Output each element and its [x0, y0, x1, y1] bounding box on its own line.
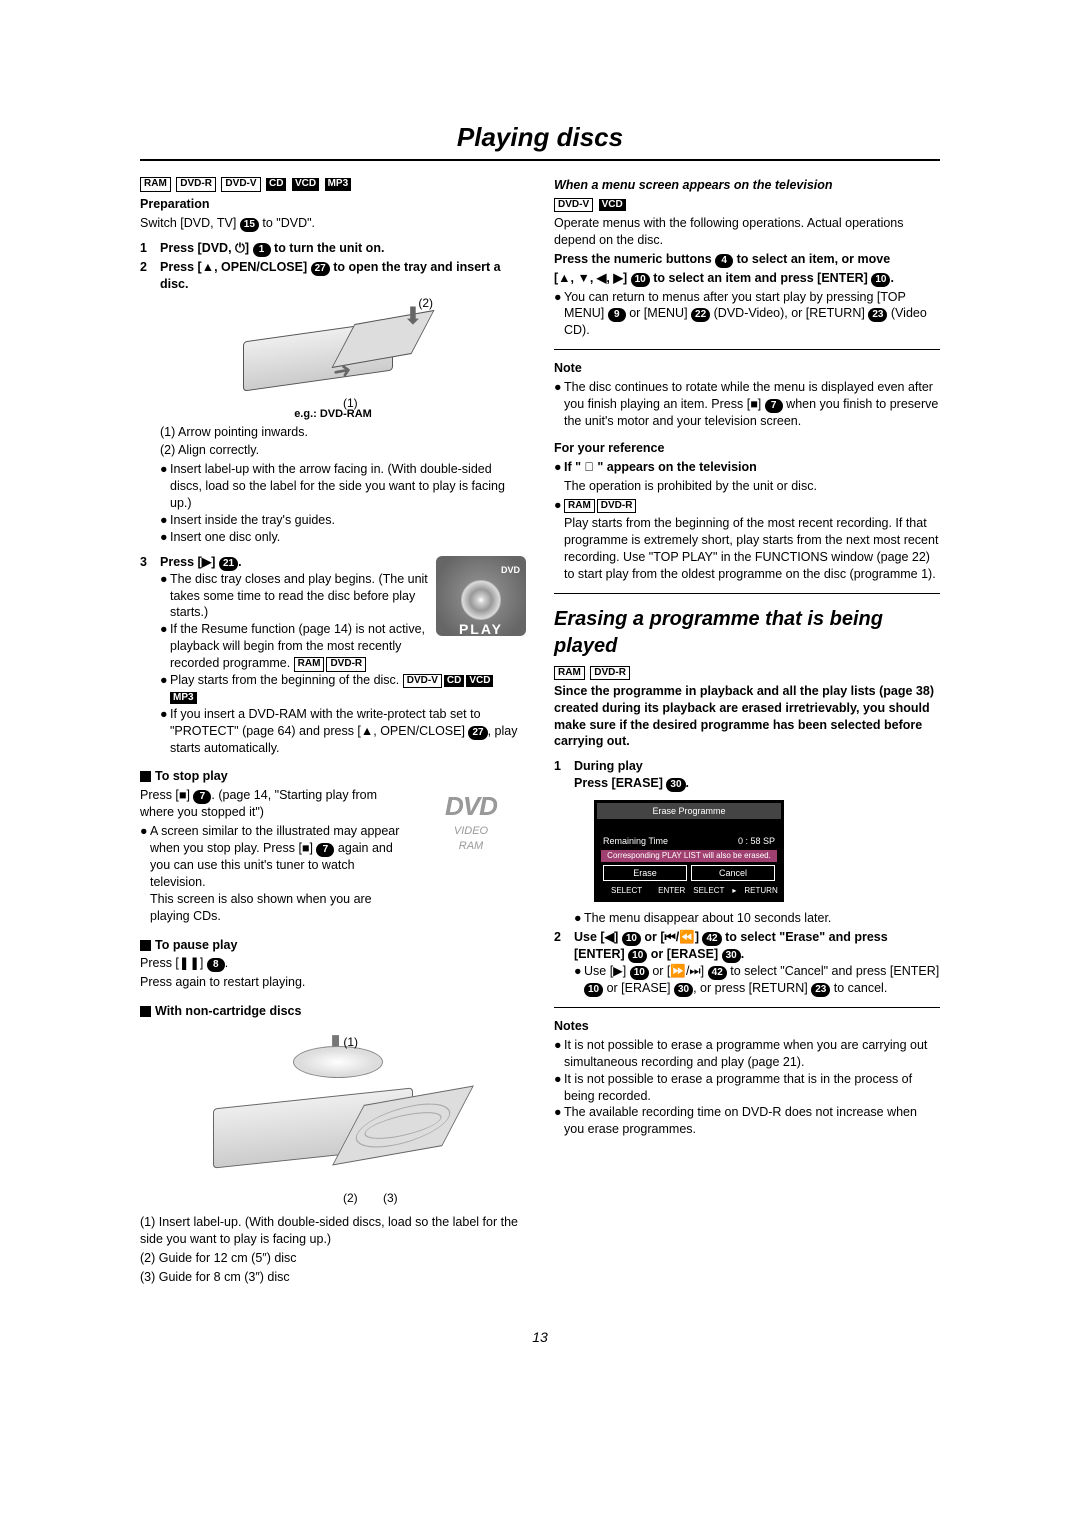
- erase-step-2: 2 Use [◀] 10 or [⏮/⏪] 42 to select "Eras…: [554, 929, 940, 997]
- page-number: 13: [140, 1328, 940, 1347]
- step-3: 3 Press [▶] 21. DVD PLAY ●The disc tray …: [140, 554, 526, 757]
- step-3-list: 3 Press [▶] 21. DVD PLAY ●The disc tray …: [140, 554, 526, 757]
- fig1-label-2: (2): [418, 295, 433, 311]
- notes2-b1: ●It is not possible to erase a programme…: [554, 1037, 940, 1071]
- notes2-b3: ●The available recording time on DVD-R d…: [554, 1104, 940, 1138]
- erase-steps: 1 During play Press [ERASE] 30. Erase Pr…: [554, 758, 940, 997]
- ref-8: 8: [207, 958, 225, 972]
- badge-cd: CD: [266, 178, 286, 191]
- left-column: RAM DVD-R DVD-V CD VCD MP3 Preparation S…: [140, 175, 526, 1288]
- ref-1: 1: [253, 243, 271, 257]
- erase-warning: Since the programme in playback and all …: [554, 683, 940, 751]
- menu-p1: Operate menus with the following operati…: [554, 215, 940, 249]
- to-stop-play-heading: To stop play: [140, 768, 526, 785]
- right-column: When a menu screen appears on the televi…: [554, 175, 940, 1288]
- notes2-heading: Notes: [554, 1018, 940, 1035]
- noncart-notes: (1) Insert label-up. (With double-sided …: [140, 1214, 526, 1286]
- menu-bullet-1: ●You can return to menus after you start…: [554, 289, 940, 340]
- fig1-caption: e.g.: DVD-RAM: [140, 407, 526, 422]
- preparation-heading: Preparation: [140, 196, 526, 213]
- screen-erase-button: Erase: [603, 865, 687, 881]
- dvd-video-logo: DVD VIDEO RAM: [416, 789, 526, 874]
- ref-line-2: Play starts from the beginning of the mo…: [564, 515, 940, 583]
- badge-dvdr: DVD-R: [176, 177, 216, 192]
- erase-programme-screen: Erase Programme Remaining Time0 : 58 SP …: [594, 800, 784, 902]
- figure-noncartridge: ⬇ (1) (2) (3): [203, 1028, 463, 1198]
- top-badges: RAM DVD-R DVD-V CD VCD MP3: [140, 175, 526, 192]
- page-title: Playing discs: [140, 120, 940, 161]
- preparation-text: Switch [DVD, TV] 15 to "DVD".: [140, 215, 526, 232]
- ref-7a: 7: [193, 790, 211, 804]
- content-columns: RAM DVD-R DVD-V CD VCD MP3 Preparation S…: [140, 175, 940, 1288]
- ref-27: 27: [311, 262, 330, 276]
- ref-bullet-1: ●If " ⃠ " appears on the television: [554, 459, 940, 476]
- note-heading: Note: [554, 360, 940, 377]
- step-2: 2 Press [▲, OPEN/CLOSE] 27 to open the t…: [140, 259, 526, 293]
- ref-15: 15: [240, 218, 259, 232]
- figure-tray-insert: ⬇ ➜ (2) (1): [233, 301, 433, 401]
- screen-cancel-button: Cancel: [691, 865, 775, 881]
- erasing-heading: Erasing a programme that is being played: [554, 606, 940, 660]
- pause-line2: Press again to restart playing.: [140, 974, 526, 991]
- ref-line-1b: The operation is prohibited by the unit …: [564, 478, 940, 495]
- steps-list: 1 Press [DVD, ⏻] 1 to turn the unit on. …: [140, 240, 526, 293]
- divider-1: [554, 349, 940, 350]
- to-pause-play-heading: To pause play: [140, 937, 526, 954]
- badge-vcd: VCD: [292, 178, 319, 191]
- badge-mp3: MP3: [325, 178, 352, 191]
- menu-p3: [▲, ▼, ◀, ▶] 10 to select an item and pr…: [554, 270, 940, 287]
- dvd-play-logo: DVD PLAY: [436, 556, 526, 636]
- badge-dvdv: DVD-V: [221, 177, 260, 192]
- fig1-notes: (1) Arrow pointing inwards. (2) Align co…: [160, 424, 526, 546]
- ref-21: 21: [219, 557, 238, 571]
- badge-ram: RAM: [140, 177, 171, 192]
- for-your-reference-heading: For your reference: [554, 440, 940, 457]
- erase-step-1: 1 During play Press [ERASE] 30. Erase Pr…: [554, 758, 940, 927]
- step-1: 1 Press [DVD, ⏻] 1 to turn the unit on.: [140, 240, 526, 257]
- pause-line: Press [❚❚] 8.: [140, 955, 526, 972]
- stop-section: DVD VIDEO RAM Press [■] 7. (page 14, "St…: [140, 787, 526, 924]
- divider-2: [554, 593, 940, 594]
- menu-p2: Press the numeric buttons 4 to select an…: [554, 251, 940, 268]
- divider-3: [554, 1007, 940, 1008]
- notes2-b2: ●It is not possible to erase a programme…: [554, 1071, 940, 1105]
- noncartridge-heading: With non-cartridge discs: [140, 1003, 526, 1020]
- ref-bullet-2: ●RAMDVD-R: [554, 497, 940, 514]
- note-bullet: ●The disc continues to rotate while the …: [554, 379, 940, 430]
- fig1-label-1: (1): [343, 395, 358, 411]
- menu-screen-heading: When a menu screen appears on the televi…: [554, 177, 940, 194]
